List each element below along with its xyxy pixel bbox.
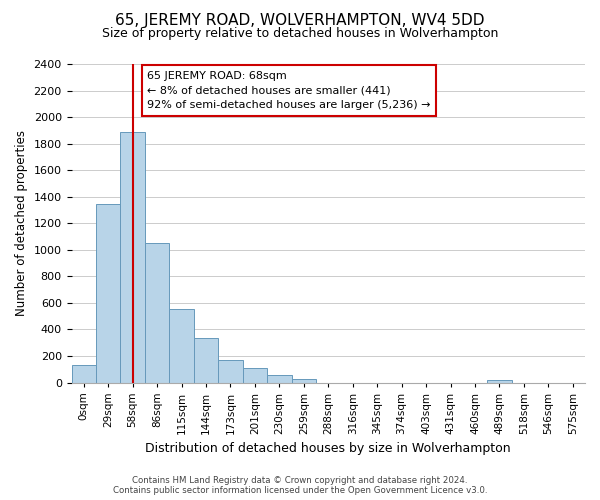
Bar xyxy=(96,204,121,382)
Y-axis label: Number of detached properties: Number of detached properties xyxy=(15,130,28,316)
Text: 65, JEREMY ROAD, WOLVERHAMPTON, WV4 5DD: 65, JEREMY ROAD, WOLVERHAMPTON, WV4 5DD xyxy=(115,12,485,28)
Bar xyxy=(71,364,96,382)
Bar xyxy=(267,374,292,382)
Bar xyxy=(487,380,512,382)
Bar xyxy=(194,338,218,382)
Bar xyxy=(145,243,169,382)
Bar xyxy=(218,360,242,382)
X-axis label: Distribution of detached houses by size in Wolverhampton: Distribution of detached houses by size … xyxy=(145,442,511,455)
Bar xyxy=(292,378,316,382)
Bar xyxy=(169,309,194,382)
Text: Size of property relative to detached houses in Wolverhampton: Size of property relative to detached ho… xyxy=(102,28,498,40)
Text: 65 JEREMY ROAD: 68sqm
← 8% of detached houses are smaller (441)
92% of semi-deta: 65 JEREMY ROAD: 68sqm ← 8% of detached h… xyxy=(148,70,431,110)
Bar xyxy=(121,132,145,382)
Bar xyxy=(242,368,267,382)
Text: Contains HM Land Registry data © Crown copyright and database right 2024.
Contai: Contains HM Land Registry data © Crown c… xyxy=(113,476,487,495)
